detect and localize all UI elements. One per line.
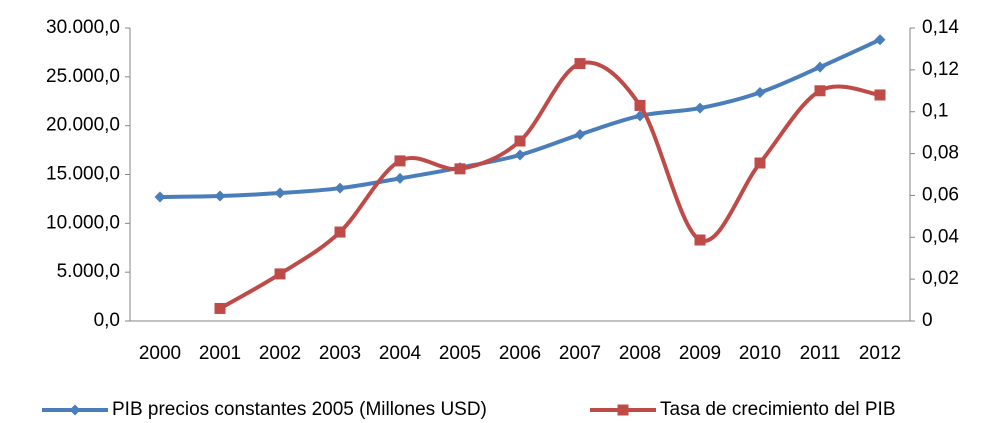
marker <box>274 268 286 280</box>
x-tick-label: 2002 <box>259 343 301 364</box>
series-line <box>159 37 881 199</box>
x-tick-label: 2004 <box>379 343 422 364</box>
marker <box>214 302 226 314</box>
legend-marker <box>617 404 629 416</box>
y-tick-label: 10.000,0 <box>46 212 120 233</box>
y2-tick-label: 0,06 <box>922 184 959 205</box>
y-tick-label: 20.000,0 <box>46 115 120 136</box>
marker <box>214 190 226 202</box>
marker <box>634 99 646 111</box>
legend-label: Tasa de crecimiento del PIB <box>660 399 896 420</box>
x-tick-label: 2003 <box>319 343 361 364</box>
x-tick-label: 2010 <box>739 343 781 364</box>
marker <box>814 85 826 97</box>
y2-tick-label: 0,1 <box>922 101 948 122</box>
marker <box>874 34 886 46</box>
marker <box>694 102 706 114</box>
x-tick-label: 2012 <box>859 343 901 364</box>
x-tick-label: 2009 <box>679 343 721 364</box>
x-tick-label: 2008 <box>619 343 661 364</box>
marker <box>334 226 346 238</box>
x-tick-label: 2007 <box>559 343 601 364</box>
marker <box>814 61 826 73</box>
y-tick-label: 25.000,0 <box>46 66 120 87</box>
marker <box>874 89 886 101</box>
y-tick-label: 30.000,0 <box>46 17 120 38</box>
marker <box>334 182 346 194</box>
y2-tick-label: 0,12 <box>922 59 959 80</box>
y2-tick-label: 0,08 <box>922 143 959 164</box>
y2-tick-label: 0 <box>922 310 933 331</box>
y2-tick-label: 0,02 <box>922 268 959 289</box>
x-tick-label: 2005 <box>439 343 481 364</box>
y-tick-label: 15.000,0 <box>46 164 120 185</box>
x-tick-label: 2001 <box>199 343 241 364</box>
marker <box>574 58 586 70</box>
series-line <box>219 60 881 311</box>
marker <box>274 187 286 199</box>
marker <box>514 149 526 161</box>
marker <box>154 191 166 203</box>
marker <box>394 155 406 167</box>
marker <box>754 86 766 98</box>
marker <box>694 234 706 246</box>
y2-tick-label: 0,14 <box>922 17 959 38</box>
legend-marker <box>69 404 81 416</box>
marker <box>394 172 406 184</box>
marker <box>754 157 766 169</box>
x-tick-label: 2011 <box>800 343 841 364</box>
legend-label: PIB precios constantes 2005 (Millones US… <box>112 399 487 420</box>
marker <box>514 135 526 147</box>
marker <box>454 163 466 175</box>
y-tick-label: 0,0 <box>94 310 120 331</box>
marker <box>574 128 586 140</box>
y-tick-label: 5.000,0 <box>57 261 120 282</box>
x-tick-label: 2006 <box>499 343 541 364</box>
x-tick-label: 2000 <box>139 343 181 364</box>
y2-tick-label: 0,04 <box>922 226 959 247</box>
